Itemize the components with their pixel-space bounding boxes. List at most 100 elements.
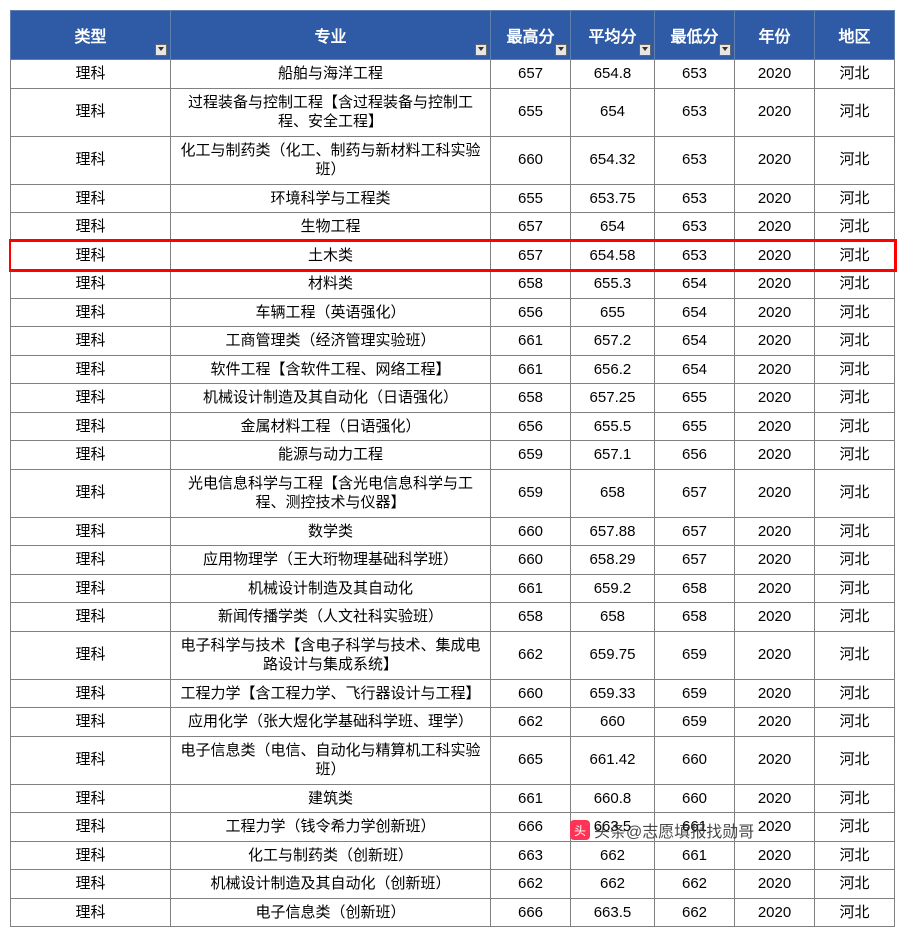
table-cell: 理科 <box>11 270 171 299</box>
table-cell: 662 <box>491 870 571 899</box>
table-cell: 理科 <box>11 784 171 813</box>
table-cell: 理科 <box>11 384 171 413</box>
table-cell: 2020 <box>735 355 815 384</box>
table-cell: 658 <box>571 603 655 632</box>
table-cell: 660 <box>571 708 655 737</box>
table-cell: 659 <box>655 631 735 679</box>
table-cell: 能源与动力工程 <box>171 441 491 470</box>
table-cell: 657.25 <box>571 384 655 413</box>
col-header[interactable]: 最高分 <box>491 11 571 60</box>
table-cell: 660 <box>491 517 571 546</box>
table-cell: 生物工程 <box>171 213 491 242</box>
table-cell: 662 <box>655 870 735 899</box>
filter-icon[interactable] <box>475 44 487 56</box>
table-cell: 655 <box>655 412 735 441</box>
table-cell: 657 <box>655 546 735 575</box>
col-header[interactable]: 专业 <box>171 11 491 60</box>
table-cell: 理科 <box>11 241 171 270</box>
table-cell: 660.8 <box>571 784 655 813</box>
table-cell: 657 <box>491 241 571 270</box>
table-cell: 电子科学与技术【含电子科学与技术、集成电路设计与集成系统】 <box>171 631 491 679</box>
table-cell: 2020 <box>735 441 815 470</box>
table-cell: 653 <box>655 241 735 270</box>
table-cell: 理科 <box>11 298 171 327</box>
table-row: 理科生物工程6576546532020河北 <box>11 213 895 242</box>
table-cell: 653 <box>655 136 735 184</box>
table-cell: 理科 <box>11 213 171 242</box>
table-row: 理科数学类660657.886572020河北 <box>11 517 895 546</box>
table-header-row: 类型专业最高分平均分 最低分年份 地区 <box>11 11 895 60</box>
table-cell: 工程力学（钱令希力学创新班） <box>171 813 491 842</box>
table-cell: 2020 <box>735 870 815 899</box>
table-cell: 理科 <box>11 870 171 899</box>
table-cell: 2020 <box>735 813 815 842</box>
table-row: 理科光电信息科学与工程【含光电信息科学与工程、测控技术与仪器】659658657… <box>11 469 895 517</box>
table-cell: 理科 <box>11 412 171 441</box>
table-cell: 662 <box>491 708 571 737</box>
table-cell: 653 <box>655 184 735 213</box>
table-cell: 2020 <box>735 708 815 737</box>
table-cell: 河北 <box>815 60 895 89</box>
table-cell: 657.1 <box>571 441 655 470</box>
table-cell: 2020 <box>735 136 815 184</box>
table-cell: 2020 <box>735 384 815 413</box>
table-cell: 2020 <box>735 412 815 441</box>
table-row: 理科机械设计制造及其自动化（日语强化）658657.256552020河北 <box>11 384 895 413</box>
score-table: 类型专业最高分平均分最低分年份地区 理科船舶与海洋工程657654.865320… <box>10 10 895 927</box>
table-cell: 655 <box>655 384 735 413</box>
table-cell: 河北 <box>815 88 895 136</box>
col-header-label: 平均分 <box>588 29 636 46</box>
table-cell: 660 <box>491 136 571 184</box>
filter-icon[interactable] <box>719 44 731 56</box>
col-header-label: 地区 <box>838 29 870 46</box>
table-cell: 661 <box>491 574 571 603</box>
filter-icon[interactable] <box>155 44 167 56</box>
table-row: 理科电子信息类（电信、自动化与精算机工科实验班）665661.426602020… <box>11 736 895 784</box>
col-header[interactable]: 类型 <box>11 11 171 60</box>
filter-icon[interactable] <box>555 44 567 56</box>
col-header[interactable]: 年份 <box>735 11 815 60</box>
table-cell: 金属材料工程（日语强化） <box>171 412 491 441</box>
table-cell: 理科 <box>11 603 171 632</box>
table-cell: 理科 <box>11 517 171 546</box>
table-cell: 2020 <box>735 241 815 270</box>
table-cell: 环境科学与工程类 <box>171 184 491 213</box>
table-cell: 河北 <box>815 870 895 899</box>
table-cell: 654.32 <box>571 136 655 184</box>
table-cell: 河北 <box>815 517 895 546</box>
table-row: 理科过程装备与控制工程【含过程装备与控制工程、安全工程】655654653202… <box>11 88 895 136</box>
table-cell: 656 <box>655 441 735 470</box>
table-cell: 2020 <box>735 631 815 679</box>
table-cell: 656.2 <box>571 355 655 384</box>
table-cell: 2020 <box>735 184 815 213</box>
table-cell: 河北 <box>815 546 895 575</box>
table-row: 理科材料类658655.36542020河北 <box>11 270 895 299</box>
table-cell: 656 <box>491 298 571 327</box>
table-cell: 理科 <box>11 327 171 356</box>
table-cell: 659 <box>655 708 735 737</box>
table-cell: 658 <box>655 574 735 603</box>
table-cell: 河北 <box>815 412 895 441</box>
table-cell: 653 <box>655 88 735 136</box>
table-cell: 2020 <box>735 784 815 813</box>
table-cell: 河北 <box>815 784 895 813</box>
table-cell: 655.5 <box>571 412 655 441</box>
table-cell: 理科 <box>11 469 171 517</box>
table-cell: 过程装备与控制工程【含过程装备与控制工程、安全工程】 <box>171 88 491 136</box>
col-header[interactable]: 地区 <box>815 11 895 60</box>
table-cell: 660 <box>655 736 735 784</box>
col-header[interactable]: 平均分 <box>571 11 655 60</box>
table-cell: 化工与制药类（创新班） <box>171 841 491 870</box>
table-cell: 660 <box>491 546 571 575</box>
filter-icon[interactable] <box>639 44 651 56</box>
table-row: 理科应用化学（张大煜化学基础科学班、理学）6626606592020河北 <box>11 708 895 737</box>
col-header[interactable]: 最低分 <box>655 11 735 60</box>
table-cell: 663.5 <box>571 813 655 842</box>
table-row: 理科环境科学与工程类655653.756532020河北 <box>11 184 895 213</box>
table-cell: 材料类 <box>171 270 491 299</box>
table-cell: 河北 <box>815 136 895 184</box>
table-cell: 理科 <box>11 813 171 842</box>
table-cell: 657 <box>655 469 735 517</box>
table-cell: 河北 <box>815 603 895 632</box>
table-cell: 河北 <box>815 574 895 603</box>
